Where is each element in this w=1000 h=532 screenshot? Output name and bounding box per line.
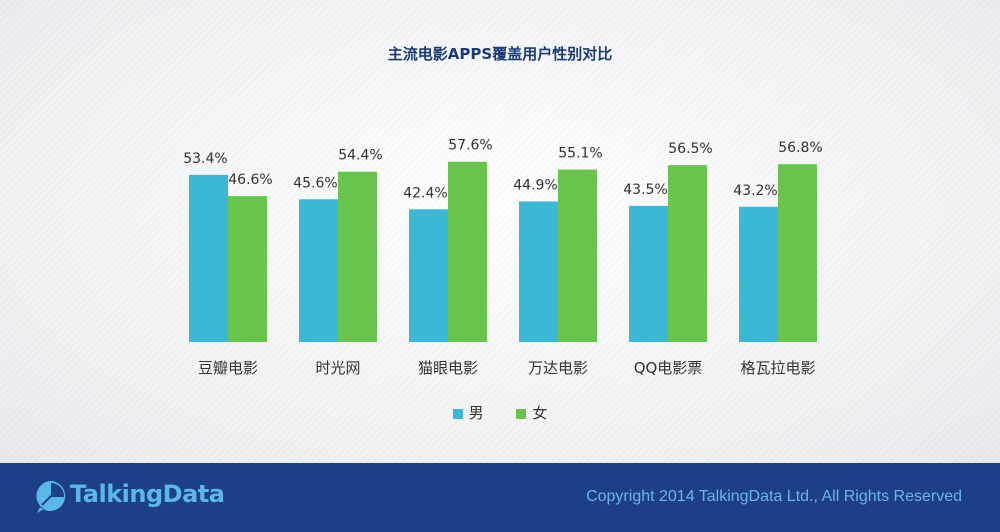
bar-male-5 [739, 206, 778, 342]
data-label-male-1: 45.6% [293, 175, 337, 191]
data-label-male-2: 42.4% [403, 185, 447, 201]
legend-item-female: 女 [516, 402, 547, 423]
legend-label-male: 男 [468, 404, 484, 422]
bar-female-1 [338, 171, 377, 342]
legend-label-female: 女 [532, 404, 548, 422]
logo-text: TalkingData [70, 480, 225, 508]
chart-area: 主流电影APPS覆盖用户性别对比 53.4% 46.6% 豆瓣电影 45.6% 54.4… [0, 0, 1000, 463]
bar-female-5 [778, 164, 817, 342]
bar-female-4 [668, 165, 707, 342]
data-label-female-5: 56.8% [778, 140, 822, 156]
copyright-text: Copyright 2014 TalkingData Ltd., All Rig… [586, 488, 962, 505]
bar-female-2 [448, 161, 487, 342]
data-label-female-0: 46.6% [228, 172, 272, 188]
bar-male-1 [299, 199, 338, 342]
category-label-1: 时光网 [315, 359, 360, 377]
talkingdata-logo-icon [36, 481, 66, 513]
bar-male-0 [189, 174, 228, 342]
legend-swatch-male [452, 408, 463, 419]
data-label-female-2: 57.6% [448, 138, 492, 154]
bar-female-0 [228, 196, 267, 342]
data-label-male-4: 43.5% [623, 182, 667, 198]
data-label-male-0: 53.4% [183, 151, 227, 167]
chart-title: 主流电影APPS覆盖用户性别对比 [387, 45, 613, 63]
data-label-male-3: 44.9% [513, 177, 557, 193]
legend: 男 女 [0, 402, 1000, 423]
legend-swatch-female [516, 408, 527, 419]
bar-male-3 [519, 201, 558, 342]
data-label-female-1: 54.4% [338, 148, 382, 164]
bar-male-4 [629, 205, 668, 342]
data-label-female-3: 55.1% [558, 146, 602, 162]
category-label-2: 猫眼电影 [418, 359, 478, 377]
category-label-4: QQ电影票 [634, 359, 703, 377]
bar-chart: 53.4%46.6% 豆瓣电影 45.6%54.4% 时光网 42.4% 57.6% 猫眼电… [183, 138, 822, 377]
data-label-female-4: 56.5% [668, 141, 712, 157]
bar-female-3 [558, 169, 597, 342]
category-label-5: 格瓦拉电影 [740, 359, 815, 377]
legend-item-male: 男 [452, 402, 484, 423]
category-label-0: 豆瓣电影 [198, 359, 258, 377]
data-label-male-5: 43.2% [733, 183, 777, 199]
footer-bar: TalkingData Copyright 2014 TalkingData L… [0, 463, 1000, 532]
bar-male-2 [409, 209, 448, 342]
category-label-3: 万达电影 [528, 359, 588, 377]
